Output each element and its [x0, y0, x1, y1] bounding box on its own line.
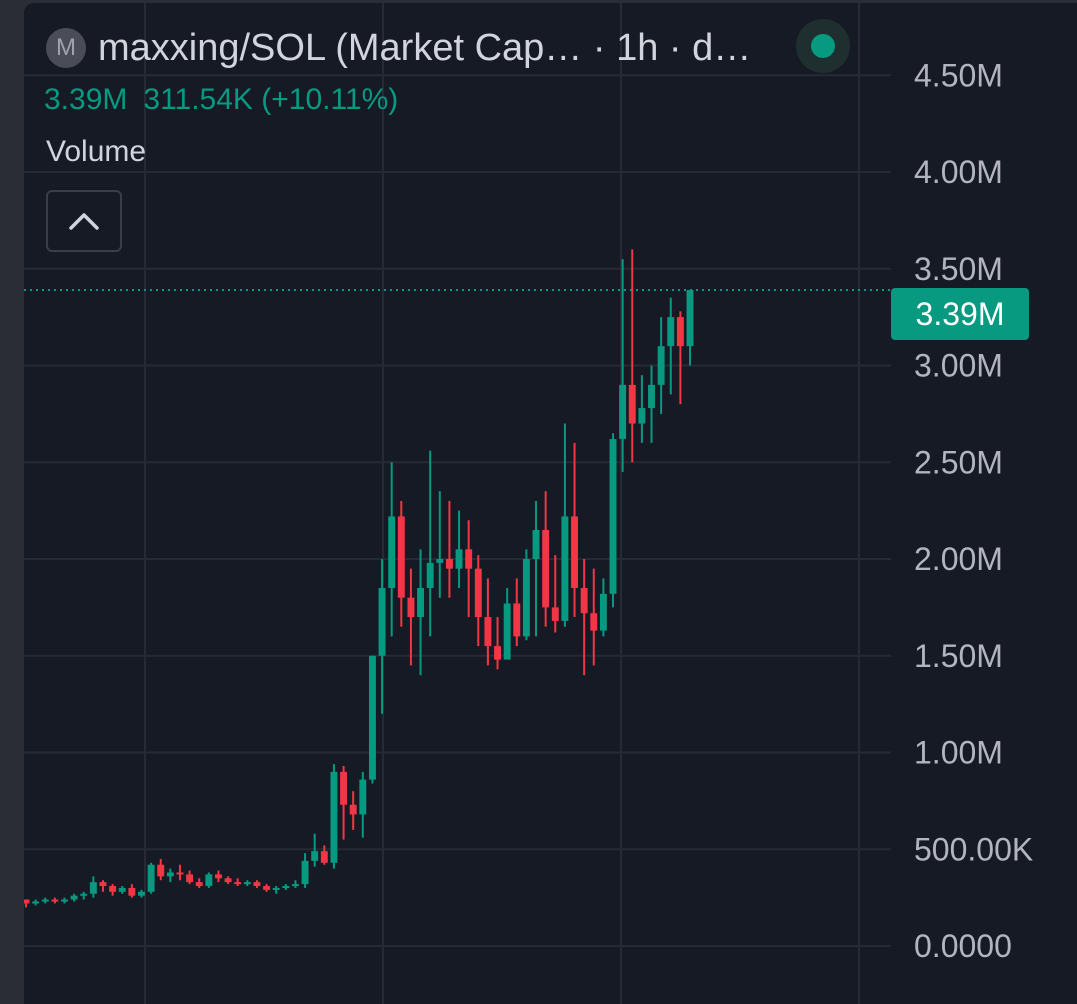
candle-body	[561, 516, 569, 621]
candle-body	[263, 886, 271, 890]
candle-body	[80, 893, 88, 896]
last-price-tag: 3.39M	[891, 288, 1029, 340]
collapse-legend-button[interactable]	[46, 190, 122, 252]
candle-body	[24, 899, 30, 904]
candle-body	[291, 884, 299, 887]
symbol-title[interactable]: maxxing/SOL (Market Cap… · 1h · d…	[98, 26, 752, 69]
candle-body	[465, 549, 473, 569]
candle-body	[628, 384, 636, 424]
candle-body	[619, 384, 627, 440]
y-tick-label: 500.00K	[914, 831, 1033, 867]
candle-body	[426, 562, 434, 589]
candle-body	[638, 408, 646, 424]
candle-body	[70, 895, 78, 900]
candle-body	[128, 887, 136, 896]
change-value: 311.54K (+10.11%)	[143, 83, 399, 116]
candle-body	[195, 882, 203, 887]
candle-body	[676, 317, 684, 347]
y-tick-label: 1.00M	[914, 735, 1003, 771]
candle-body	[551, 607, 559, 621]
candle-body	[89, 882, 97, 894]
candle-body	[272, 887, 280, 890]
live-dot-icon	[811, 34, 835, 58]
candle-body	[301, 860, 309, 885]
candle-body	[224, 878, 232, 883]
candle-body	[417, 588, 425, 618]
candle-body	[138, 891, 145, 896]
candle-body	[61, 899, 68, 902]
chart-canvas[interactable]: 0.0000 500.00K 1.00M 1.50M 2.00M 2.50M 3.00M 3.…	[24, 3, 1077, 1004]
candle-body	[494, 646, 502, 660]
y-tick-label: 4.50M	[914, 57, 1003, 93]
candle-body	[532, 529, 540, 559]
candle-body	[609, 439, 617, 594]
candle-body	[243, 882, 251, 885]
candle-body	[580, 588, 588, 614]
candle-body	[147, 864, 155, 892]
y-tick-label: 3.00M	[914, 348, 1003, 384]
candle-body	[32, 901, 40, 904]
candle-body	[503, 603, 511, 660]
candle-body	[214, 874, 222, 879]
candle-body	[186, 874, 194, 883]
candle-body	[667, 317, 675, 347]
candle-body	[368, 655, 376, 780]
y-tick-label: 2.00M	[914, 541, 1003, 577]
candle-body	[542, 529, 550, 608]
candle-body	[513, 603, 521, 637]
candle-body	[311, 851, 319, 861]
candle-body	[445, 559, 453, 569]
volume-indicator-label[interactable]: Volume	[46, 135, 147, 168]
market-cap-value: 3.39M	[44, 83, 128, 116]
candle-body	[397, 516, 405, 598]
candle-body	[205, 874, 213, 887]
candle-body	[599, 593, 607, 631]
candle-body	[474, 568, 482, 618]
chart-panel: 0.0000 500.00K 1.00M 1.50M 2.00M 2.50M 3.00M 3.…	[24, 3, 1077, 1004]
candle-body	[320, 851, 328, 863]
candle-body	[176, 872, 184, 875]
candle-body	[571, 516, 578, 589]
candle-body	[282, 886, 290, 889]
candle-body	[99, 882, 107, 887]
candle-body	[340, 771, 348, 805]
candle-body	[253, 882, 261, 887]
candle-body	[648, 384, 655, 409]
candle-body	[234, 882, 242, 885]
candle-body	[407, 597, 415, 618]
candle-body	[157, 864, 165, 877]
candle-body	[41, 899, 49, 902]
candle-body	[522, 559, 530, 637]
y-tick-label: 0.0000	[914, 928, 1012, 964]
candle-body	[484, 617, 492, 647]
candle-body	[686, 290, 694, 347]
candle-body	[388, 516, 396, 589]
y-tick-label: 2.50M	[914, 444, 1003, 480]
candle-body	[657, 346, 665, 385]
candle-body	[349, 804, 357, 815]
y-tick-label: 4.00M	[914, 154, 1003, 190]
token-logo: M	[46, 28, 86, 68]
candle-body	[359, 779, 367, 815]
chart-header[interactable]: M maxxing/SOL (Market Cap… · 1h · d…	[46, 23, 751, 73]
ohlc-legend: 3.39M 311.54K (+10.11%)	[44, 83, 398, 117]
candle-body	[118, 887, 126, 892]
y-tick-label: 3.50M	[914, 251, 1003, 287]
candle-body	[51, 899, 59, 902]
candle-body	[166, 872, 174, 877]
candle-body	[455, 549, 463, 569]
live-status-button[interactable]	[796, 19, 850, 73]
candle-body	[590, 613, 598, 631]
candle-body	[378, 588, 386, 656]
candle-body	[436, 559, 444, 563]
y-tick-label: 1.50M	[914, 638, 1003, 674]
chevron-up-icon	[69, 213, 99, 230]
candle-body	[330, 771, 338, 863]
candle-body	[109, 886, 117, 892]
